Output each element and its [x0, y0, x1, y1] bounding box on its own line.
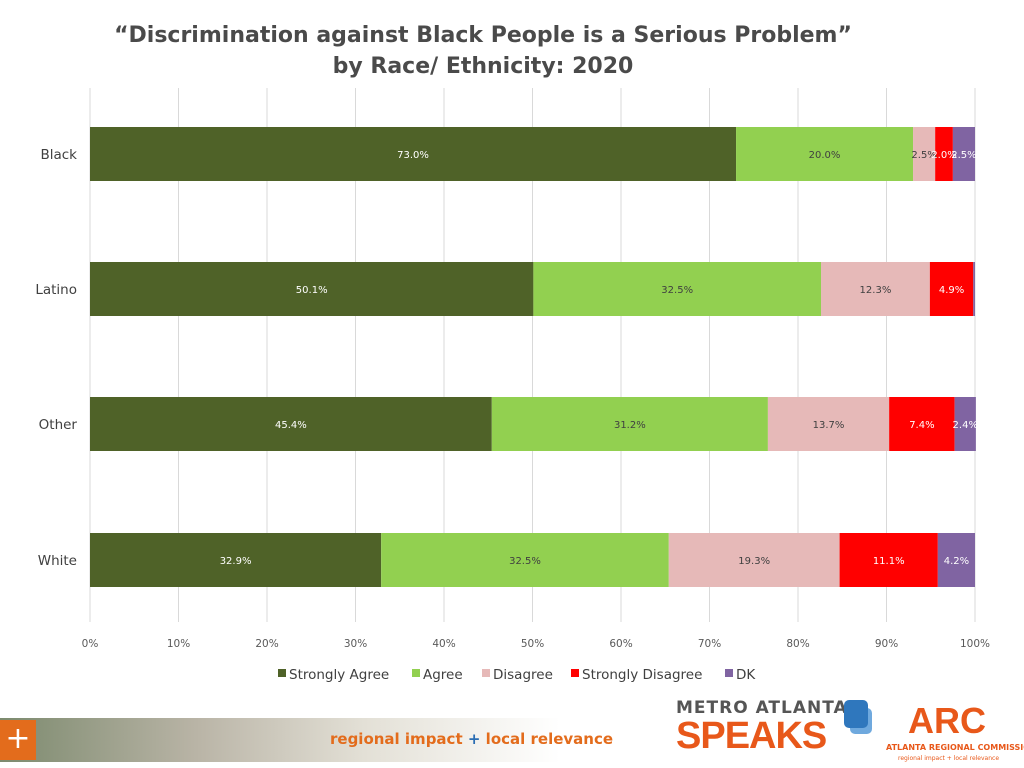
legend-item: Agree — [412, 667, 463, 683]
x-tick-label: 40% — [432, 638, 455, 650]
x-tick-label: 10% — [167, 638, 190, 650]
bar-segment — [668, 533, 840, 587]
data-label: 32.5% — [509, 556, 541, 567]
x-tick-label: 70% — [698, 638, 721, 650]
x-tick-label: 30% — [344, 638, 367, 650]
legend-label: Disagree — [493, 667, 553, 683]
x-tick-label: 50% — [521, 638, 544, 650]
chart-title: “Discrimination against Black People is … — [0, 20, 966, 82]
bar-segment — [839, 533, 938, 587]
data-label: 2.4% — [953, 420, 978, 431]
plus-icon: + — [0, 720, 36, 760]
tagline-right: local relevance — [485, 730, 614, 748]
footer-photo-strip — [0, 718, 560, 762]
bar-segment — [736, 127, 914, 181]
mas-logo-bottom: SPEAKS — [676, 715, 827, 757]
data-label: 19.3% — [738, 556, 770, 567]
legend-label: DK — [736, 667, 756, 683]
x-tick-label: 80% — [786, 638, 809, 650]
data-label: 7.4% — [909, 420, 934, 431]
bar-segment — [767, 397, 890, 451]
bar-segment — [973, 262, 975, 316]
data-label: 4.2% — [944, 556, 969, 567]
legend-swatch — [482, 669, 490, 677]
bar-segment — [491, 397, 768, 451]
legend: Strongly Agree Agree Disagree Strongly Disa… — [278, 667, 756, 683]
data-label: 12.3% — [860, 285, 892, 296]
stacked-bar-chart: 73.0% 20.0% 2.5%2.0%2.5% 50.1% 32.5% 12.3% 4.9… — [35, 88, 990, 683]
category-label: Latino — [35, 282, 77, 298]
bar-segment — [954, 397, 976, 451]
x-tick-labels: 0% 10% 20% 30% 40% 50% 60% 70% 80% 90% 100% — [82, 638, 990, 650]
x-tick-label: 0% — [82, 638, 99, 650]
legend-item: DK — [725, 667, 756, 683]
legend-swatch — [278, 669, 286, 677]
data-label: 31.2% — [614, 420, 646, 431]
legend-item: Disagree — [482, 667, 553, 683]
bar-segment — [90, 127, 737, 181]
x-tick-label: 60% — [609, 638, 632, 650]
legend-label: Strongly Agree — [289, 667, 389, 683]
bar-segment — [929, 262, 974, 316]
data-label: 45.4% — [275, 420, 307, 431]
arc-tagline: regional impact + local relevance — [898, 755, 1000, 762]
bar-segment — [935, 127, 953, 181]
x-tick-label: 100% — [960, 638, 990, 650]
bar-segment — [90, 397, 492, 451]
legend-label: Strongly Disagree — [582, 667, 702, 683]
arc-logo: ARC ATLANTA REGIONAL COMMISSION regional… — [886, 700, 1024, 768]
chart-title-line-2: by Race/ Ethnicity: 2020 — [332, 54, 634, 79]
data-label: 11.1% — [873, 556, 905, 567]
legend-item: Strongly Agree — [278, 667, 389, 683]
bar-segment — [821, 262, 930, 316]
category-label: Black — [40, 147, 77, 163]
data-label: 2.5% — [911, 150, 936, 161]
category-labels: Black Latino Other White — [35, 147, 77, 569]
legend-swatch — [725, 669, 733, 677]
data-label: 73.0% — [397, 150, 429, 161]
tagline-plus: + — [467, 730, 481, 748]
bar-segment — [952, 127, 975, 181]
bar-segment — [937, 533, 975, 587]
bar-segment — [90, 262, 534, 316]
legend-swatch — [412, 669, 420, 677]
data-label: 32.5% — [661, 285, 693, 296]
bar-segment — [913, 127, 936, 181]
chart-title-line-1: “Discrimination against Black People is … — [114, 23, 852, 48]
metro-atlanta-speaks-logo: METRO ATLANTA SPEAKS — [676, 698, 876, 762]
legend-label: Agree — [423, 667, 463, 683]
footer-tagline: regional impact + local relevance — [330, 730, 613, 748]
bar-segment — [90, 533, 382, 587]
bar-segment — [889, 397, 955, 451]
tagline-left: regional impact — [330, 730, 463, 748]
data-label: 13.7% — [813, 420, 845, 431]
footer: + regional impact + local relevance METR… — [0, 698, 1024, 768]
legend-item: Strongly Disagree — [571, 667, 702, 683]
bar-segment — [533, 262, 822, 316]
legend-swatch — [571, 669, 579, 677]
data-label: 4.9% — [939, 285, 964, 296]
x-tick-label: 90% — [875, 638, 898, 650]
data-label: 2.0% — [931, 150, 956, 161]
bars — [90, 127, 976, 587]
x-tick-label: 20% — [255, 638, 278, 650]
data-label: 32.9% — [220, 556, 252, 567]
category-label: White — [38, 553, 77, 569]
category-label: Other — [39, 417, 78, 433]
bar-segment — [381, 533, 669, 587]
data-label: 50.1% — [296, 285, 328, 296]
mas-logo-top: METRO ATLANTA — [676, 698, 848, 718]
arc-logo-mark: ARC — [908, 700, 986, 741]
data-label: 2.5% — [951, 150, 976, 161]
data-label: 20.0% — [809, 150, 841, 161]
data-labels: 73.0% 20.0% 2.5%2.0%2.5% 50.1% 32.5% 12.3% 4.9… — [220, 150, 978, 567]
arc-name: ATLANTA REGIONAL COMMISSION — [886, 743, 1024, 752]
speech-bubble-icon — [844, 700, 868, 728]
